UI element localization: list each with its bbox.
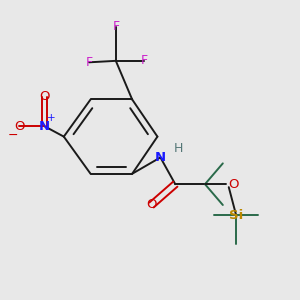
Text: O: O bbox=[39, 90, 50, 103]
Text: O: O bbox=[14, 120, 25, 133]
Text: N: N bbox=[39, 120, 50, 133]
Text: F: F bbox=[112, 20, 119, 33]
Text: F: F bbox=[85, 56, 93, 69]
Text: Si: Si bbox=[229, 209, 243, 222]
Text: H: H bbox=[173, 142, 183, 155]
Text: N: N bbox=[155, 151, 166, 164]
Text: +: + bbox=[47, 113, 55, 123]
Text: O: O bbox=[228, 178, 238, 191]
Text: −: − bbox=[8, 129, 18, 142]
Text: F: F bbox=[140, 54, 148, 67]
Text: O: O bbox=[146, 199, 157, 212]
